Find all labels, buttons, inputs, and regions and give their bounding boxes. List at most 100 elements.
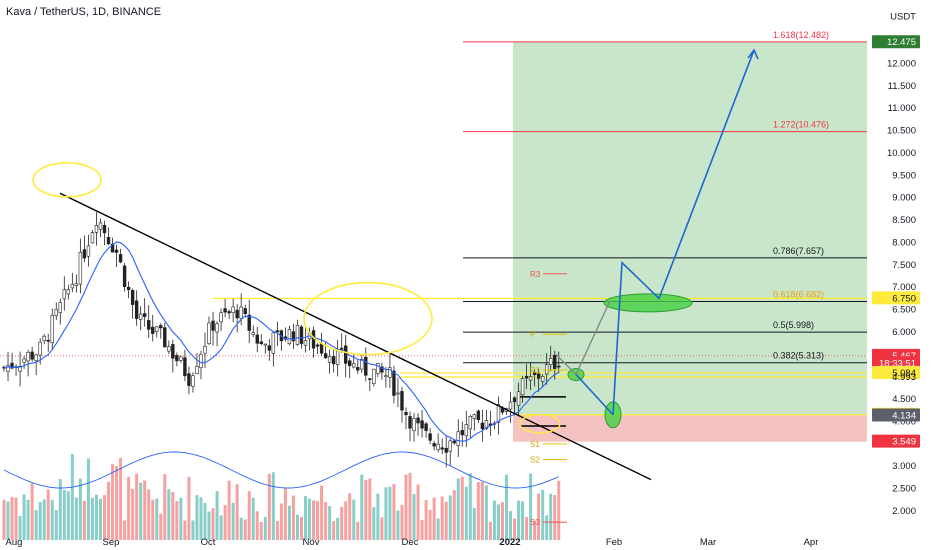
volume-bar [111, 464, 115, 540]
volume-bar [557, 480, 561, 540]
volume-bar [295, 514, 299, 540]
candle-body [151, 326, 155, 334]
candle-body [94, 224, 99, 233]
volume-bar [440, 496, 444, 540]
candle-body [171, 344, 175, 359]
volume-bar [291, 495, 295, 540]
volume-bar [175, 501, 179, 540]
volume-bar [179, 497, 183, 540]
candle-body [476, 410, 481, 420]
volume-bar [207, 511, 211, 540]
fib-label: 0.382(5.313) [773, 351, 824, 361]
candle-body [384, 375, 388, 378]
volume-bar [456, 478, 460, 540]
fib-label: 0.786(7.657) [773, 246, 824, 256]
price-tick: 11.500 [888, 81, 916, 92]
price-tick: 6.000 [892, 327, 916, 338]
volume-bar [119, 457, 123, 540]
volume-bar [62, 489, 66, 540]
candle-body [187, 373, 191, 386]
candle-body [299, 326, 304, 344]
candle-body [167, 346, 171, 352]
volume-bar [488, 521, 492, 540]
price-label-bg [872, 291, 920, 305]
candle-body [66, 289, 71, 295]
volume-bar [239, 517, 243, 540]
candle-body [191, 375, 195, 387]
volume-bar [143, 480, 147, 540]
horizontal-levels [0, 41, 867, 427]
pivot-label: R3 [530, 270, 541, 279]
candle-body [50, 315, 54, 344]
volume-bar [392, 484, 396, 540]
volume-bar [316, 501, 320, 540]
candle-body [508, 401, 513, 410]
candle-body [231, 306, 235, 313]
volume-bar [356, 521, 360, 540]
candle-body [247, 314, 251, 331]
candle-body [536, 373, 541, 379]
candle-body [468, 416, 473, 430]
volume-bar [275, 521, 279, 540]
volume-bar [328, 506, 332, 540]
arrow-head [747, 48, 759, 60]
candle-body [38, 341, 42, 356]
fib-label: 0.618(6.682) [773, 289, 824, 299]
time-axis[interactable]: Aug Sep Oct Nov Dec 2022 Feb Mar Apr [6, 537, 819, 548]
candle-body [34, 354, 38, 361]
candle-body [516, 391, 521, 406]
candle-body [460, 430, 464, 436]
stop-zone [513, 414, 867, 442]
price-label: 6.750 [892, 293, 916, 304]
highlight-ellipse [519, 414, 561, 434]
price-axis[interactable]: 2.0002.5003.0003.5004.0004.5005.0005.500… [868, 0, 932, 550]
volume-bar [533, 520, 537, 540]
time-tick: Nov [303, 537, 320, 548]
volume-bar [529, 473, 533, 540]
volume-bar [320, 485, 324, 540]
volume-bar [86, 458, 90, 540]
volume-bar [78, 478, 82, 540]
candle-body [400, 391, 404, 411]
volume-bar [436, 518, 440, 540]
highlight-ellipse [303, 281, 433, 356]
volume-bar [444, 501, 448, 540]
candle-body [195, 366, 199, 374]
volume-bar [279, 503, 283, 540]
volume-bar [464, 486, 468, 540]
volume-bar [484, 485, 488, 540]
price-tick: 12.000 [887, 58, 916, 69]
volume-bar [30, 483, 34, 540]
volume-bar [388, 486, 392, 540]
volume-bar [299, 516, 303, 540]
projection-arrow [612, 49, 755, 415]
price-tick: 10.500 [887, 126, 916, 137]
time-tick: Oct [201, 537, 216, 548]
volume-bar [98, 498, 102, 540]
volume-bar [167, 489, 171, 540]
volume-bar [103, 495, 106, 540]
price-tick: 4.500 [892, 394, 916, 405]
candle-body [219, 312, 223, 323]
volume-bar [107, 481, 111, 540]
candle-body [155, 326, 159, 332]
volume-bar [66, 491, 70, 540]
candle-body [428, 433, 432, 441]
candle-body [544, 364, 549, 375]
price-tick: 6.500 [892, 305, 916, 316]
candle-body [343, 345, 348, 364]
candle-body [339, 347, 344, 350]
candle-body [319, 343, 324, 354]
price-tick: 2.500 [892, 484, 916, 495]
price-tick: 8.500 [892, 215, 916, 226]
volume-bar [360, 474, 364, 540]
price-tick: 8.000 [892, 237, 916, 248]
pivot-labels: R3 P R1 S1 S2 S3 [530, 270, 567, 527]
candle-body [372, 368, 376, 385]
volume-bar [324, 502, 328, 540]
candle-body [496, 404, 501, 423]
fib-label: 0.5(5.998) [773, 320, 814, 330]
volume-bar [187, 476, 191, 540]
volume-bar [74, 497, 78, 540]
